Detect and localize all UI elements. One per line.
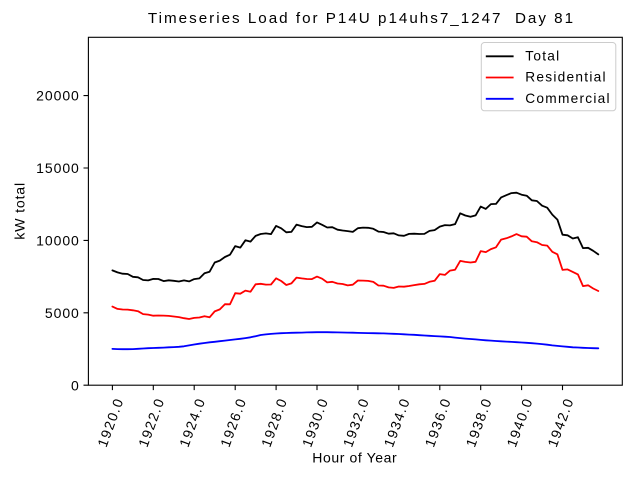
svg-text:Residential: Residential (525, 70, 606, 85)
svg-text:15000: 15000 (36, 160, 80, 176)
svg-text:Hour of Year: Hour of Year (312, 450, 397, 466)
svg-text:kW total: kW total (12, 182, 28, 240)
svg-text:5000: 5000 (45, 305, 80, 321)
svg-text:Commercial: Commercial (525, 91, 611, 106)
svg-text:20000: 20000 (36, 88, 80, 104)
svg-text:Timeseries Load for P14U p14uh: Timeseries Load for P14U p14uhs7_1247 Da… (148, 10, 575, 27)
svg-text:Total: Total (525, 48, 560, 63)
svg-text:10000: 10000 (36, 233, 80, 249)
svg-text:0: 0 (71, 377, 80, 393)
